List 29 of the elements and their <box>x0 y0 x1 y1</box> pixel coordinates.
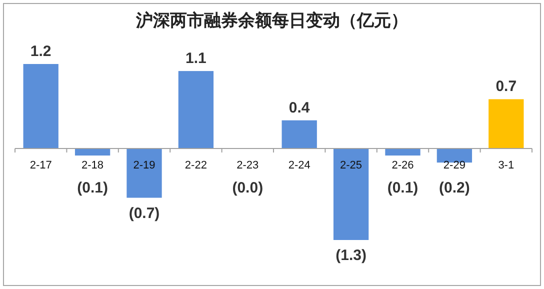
bar <box>178 71 214 148</box>
data-label: 0.4 <box>288 99 310 116</box>
chart-title: 沪深两市融券余额每日变动（亿元） <box>135 11 408 30</box>
x-tick-label: 2-25 <box>340 159 362 172</box>
bar <box>282 120 317 148</box>
data-label: (0.1) <box>77 179 108 196</box>
data-label: 1.2 <box>30 43 52 60</box>
x-tick-label: 3-1 <box>498 159 514 172</box>
x-tick-label: 2-24 <box>288 159 310 172</box>
x-tick-label: 2-17 <box>30 159 52 172</box>
bar <box>126 148 162 198</box>
x-tick-label: 2-26 <box>392 159 414 172</box>
data-label: 1.1 <box>186 50 206 68</box>
data-label: (0.0) <box>232 179 264 196</box>
bar <box>23 64 58 148</box>
x-tick-label: 2-23 <box>236 159 259 172</box>
data-label: (0.1) <box>387 179 418 196</box>
bar <box>333 148 369 240</box>
bar <box>74 148 110 156</box>
x-tick-label: 2-29 <box>443 159 466 172</box>
data-label: (1.3) <box>336 247 366 264</box>
x-tick-label: 2-19 <box>133 159 156 172</box>
x-tick-label: 2-22 <box>184 159 207 172</box>
data-label: (0.2) <box>439 179 470 196</box>
data-label: (0.7) <box>128 204 160 222</box>
data-label: 0.7 <box>496 78 517 96</box>
bar <box>488 99 524 148</box>
bar <box>385 148 420 156</box>
x-tick-label: 2-18 <box>82 159 104 172</box>
